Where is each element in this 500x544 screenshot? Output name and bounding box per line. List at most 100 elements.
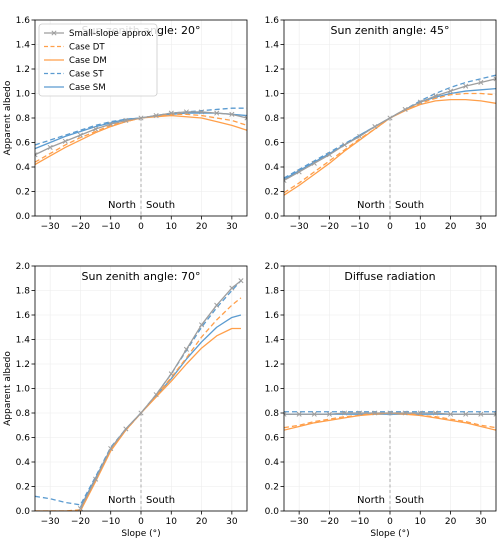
x-tick-label: 20 — [196, 222, 208, 232]
y-tick-label: 0.6 — [265, 139, 280, 149]
x-tick-label: 20 — [196, 517, 208, 527]
x-tick-label: 0 — [138, 517, 144, 527]
data-point-marker — [448, 411, 454, 417]
x-tick-label: −30 — [290, 517, 309, 527]
data-point-marker — [168, 110, 174, 116]
south-label: South — [395, 495, 424, 506]
data-point-marker — [183, 109, 189, 115]
y-tick-label: 1.6 — [16, 311, 31, 321]
y-tick-label: 0.4 — [16, 163, 31, 173]
data-point-marker — [432, 410, 438, 416]
y-tick-label: 0.2 — [16, 188, 30, 198]
y-tick-label: 1.0 — [16, 385, 31, 395]
y-tick-label: 1.4 — [265, 336, 280, 346]
north-label: North — [108, 200, 136, 211]
y-tick-label: 0.0 — [265, 212, 280, 222]
data-point-marker — [214, 110, 220, 116]
y-tick-label: 0.6 — [16, 434, 31, 444]
data-point-marker — [284, 411, 287, 417]
legend-label: Small-slope approx. — [69, 29, 154, 39]
legend-item: Small-slope approx. — [44, 29, 154, 39]
data-point-marker — [123, 117, 129, 124]
data-point-marker — [478, 79, 484, 86]
data-point-marker — [138, 115, 144, 121]
panel-4: −30 −20 −10 0 10 20 30 0.0 0.2 0.4 0.6 0.8 1.0 1.2 1.4… — [265, 262, 497, 539]
data-point-marker — [342, 410, 348, 416]
data-point-marker — [123, 426, 129, 432]
y-axis-label: Apparent albedo — [3, 80, 13, 155]
y-tick-label: 1.6 — [265, 311, 280, 321]
north-label: North — [108, 495, 136, 506]
data-point-marker — [284, 177, 287, 184]
y-tick-label: 0.4 — [265, 163, 280, 173]
data-point-marker — [311, 411, 317, 417]
y-tick-label: 0.8 — [16, 409, 31, 419]
south-label: South — [395, 200, 424, 211]
data-point-marker — [372, 124, 378, 130]
x-tick-label: 0 — [387, 517, 393, 527]
x-tick-label: −10 — [350, 222, 369, 232]
y-tick-label: 0.2 — [265, 188, 279, 198]
legend-item: Case DM — [44, 56, 107, 66]
y-tick-label: 1.2 — [265, 360, 279, 370]
data-point-marker — [77, 505, 83, 511]
south-label: South — [146, 200, 175, 211]
legend-item: Case ST — [44, 70, 104, 80]
data-point-marker — [296, 411, 302, 417]
data-point-marker — [478, 411, 484, 417]
x-tick-label: 30 — [475, 222, 487, 232]
y-tick-label: 1.4 — [16, 336, 31, 346]
x-tick-label: 10 — [415, 517, 427, 527]
data-point-marker — [387, 115, 393, 121]
panel-title: Diffuse radiation — [344, 270, 435, 283]
x-tick-label: 0 — [138, 222, 144, 232]
x-tick-label: 0 — [387, 222, 393, 232]
data-point-marker — [448, 88, 454, 94]
data-point-marker — [244, 115, 247, 121]
data-point-marker — [35, 152, 38, 158]
x-tick-label: 20 — [445, 222, 457, 232]
series-line-case-sm — [79, 314, 242, 508]
x-tick-label: 30 — [226, 517, 238, 527]
x-tick-label: −10 — [101, 517, 120, 527]
x-tick-label: −20 — [320, 517, 339, 527]
x-tick-label: 10 — [415, 222, 427, 232]
panel-3: −30 −20 −10 0 10 20 30 0.0 0.2 0.4 0.6 0.8 1.0 1.2 1.4… — [3, 262, 248, 539]
y-tick-label: 1.6 — [16, 16, 31, 26]
data-point-marker — [357, 133, 363, 139]
data-point-marker — [357, 410, 363, 416]
axes-frame — [34, 265, 248, 512]
panel-1: −30 −20 −10 0 10 20 30 0.0 0.2 0.4 0.6 0.8 1.0 1.2 1.4… — [3, 16, 248, 232]
legend: Small-slope approx. Case DT Case DM Case ST… — [38, 23, 158, 97]
y-tick-label: 0.0 — [16, 212, 31, 222]
data-point-marker — [432, 93, 438, 99]
y-tick-label: 1.2 — [16, 65, 30, 75]
south-label: South — [146, 495, 175, 506]
data-point-marker — [463, 83, 469, 89]
y-tick-label: 0.4 — [16, 458, 31, 468]
x-axis-label: Slope (°) — [121, 529, 160, 539]
y-tick-label: 1.6 — [265, 16, 280, 26]
legend-box — [38, 23, 158, 97]
x-tick-label: −10 — [101, 222, 120, 232]
y-tick-label: 1.4 — [16, 41, 31, 51]
data-point-marker — [153, 112, 159, 119]
y-tick-label: 0.4 — [265, 458, 280, 468]
x-tick-label: 30 — [226, 222, 238, 232]
data-point-marker — [214, 302, 220, 308]
axes-frame — [34, 19, 248, 217]
y-tick-label: 0.8 — [265, 409, 280, 419]
data-point-marker — [199, 322, 205, 328]
series-line-small-slope-approx — [79, 280, 242, 509]
data-point-marker — [238, 278, 244, 284]
x-tick-label: −30 — [41, 222, 60, 232]
data-point-marker — [417, 99, 423, 105]
y-tick-label: 0.2 — [265, 483, 279, 493]
data-point-marker — [138, 410, 144, 416]
y-tick-label: 0.8 — [265, 114, 280, 124]
legend-marker — [51, 30, 57, 36]
y-tick-label: 1.2 — [16, 360, 30, 370]
legend-label: Case ST — [69, 70, 104, 80]
data-point-marker — [153, 392, 159, 398]
